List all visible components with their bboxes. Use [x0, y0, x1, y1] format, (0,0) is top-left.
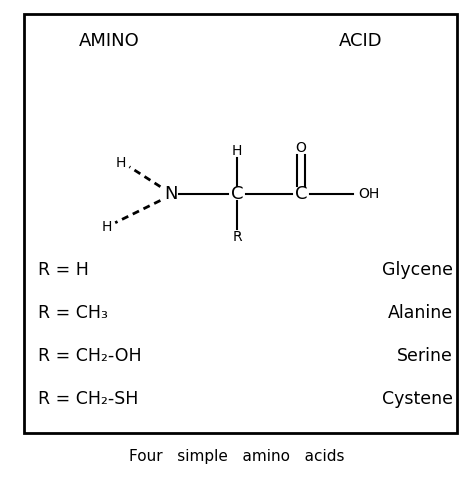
- Text: Alanine: Alanine: [388, 304, 453, 322]
- Text: R = CH₃: R = CH₃: [38, 304, 108, 322]
- Text: H: H: [116, 155, 126, 170]
- Text: H: H: [232, 143, 242, 158]
- Text: ACID: ACID: [338, 32, 382, 50]
- Text: C: C: [231, 185, 243, 203]
- Text: R = CH₂-OH: R = CH₂-OH: [38, 347, 142, 365]
- Text: H: H: [101, 220, 112, 234]
- Text: Four   simple   amino   acids: Four simple amino acids: [129, 449, 345, 464]
- Bar: [24, 14, 457, 433]
- Text: R = H: R = H: [38, 261, 89, 279]
- Text: Cystene: Cystene: [382, 390, 453, 408]
- Text: O: O: [296, 141, 306, 155]
- Text: C: C: [295, 185, 307, 203]
- Text: OH: OH: [358, 186, 379, 201]
- Text: Serine: Serine: [397, 347, 453, 365]
- Text: R: R: [232, 229, 242, 244]
- Text: R = CH₂-SH: R = CH₂-SH: [38, 390, 138, 408]
- Text: Glycene: Glycene: [382, 261, 453, 279]
- Text: N: N: [164, 185, 177, 203]
- Text: AMINO: AMINO: [79, 32, 139, 50]
